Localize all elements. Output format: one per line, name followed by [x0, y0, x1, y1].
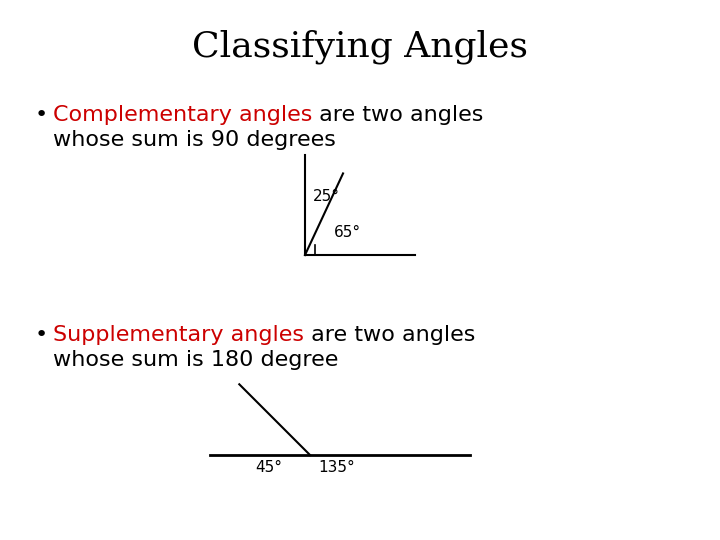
Text: Classifying Angles: Classifying Angles	[192, 30, 528, 64]
Text: Supplementary angles: Supplementary angles	[53, 325, 304, 345]
Text: •: •	[35, 325, 48, 345]
Text: 65°: 65°	[334, 225, 361, 240]
Text: are two angles: are two angles	[312, 105, 484, 125]
Text: are two angles: are two angles	[304, 325, 475, 345]
Text: whose sum is 180 degree: whose sum is 180 degree	[53, 350, 338, 370]
Text: 25°: 25°	[313, 189, 340, 204]
Text: 135°: 135°	[318, 460, 355, 475]
Text: 45°: 45°	[255, 460, 282, 475]
Text: Complementary angles: Complementary angles	[53, 105, 312, 125]
Text: •: •	[35, 105, 48, 125]
Text: whose sum is 90 degrees: whose sum is 90 degrees	[53, 130, 336, 150]
